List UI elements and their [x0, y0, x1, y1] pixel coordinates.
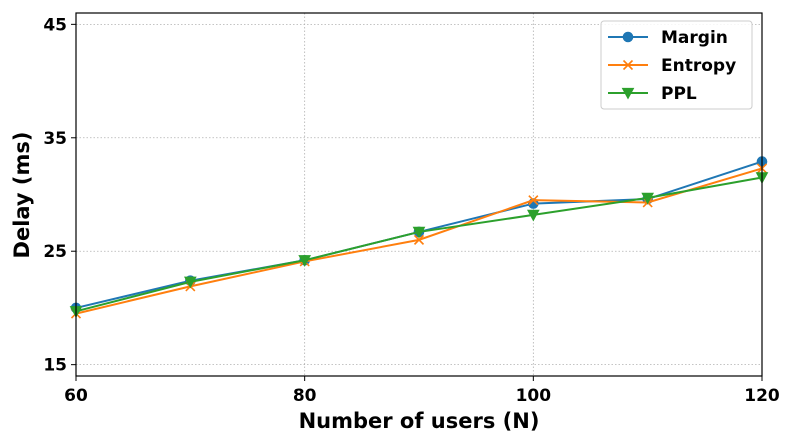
series-line — [75, 167, 763, 315]
data-point — [183, 276, 197, 289]
data-point — [412, 226, 426, 239]
y-axis: 15 25 35 45 — [43, 15, 76, 376]
legend-item: Entropy — [608, 56, 736, 76]
y-tick-label: 25 — [43, 242, 67, 262]
series-group — [69, 156, 769, 319]
legend-marker — [622, 31, 634, 43]
x-tick-label: 120 — [744, 386, 780, 406]
data-point — [526, 209, 540, 222]
data-point — [413, 234, 425, 245]
legend-marker — [622, 59, 634, 71]
legend-item: Margin — [608, 28, 728, 48]
series-ppl — [69, 172, 769, 318]
y-axis-label: Delay (ms) — [10, 132, 34, 259]
legend-marker — [621, 87, 635, 100]
legend-label: Entropy — [661, 56, 736, 76]
series-entropy — [70, 163, 768, 319]
data-point — [528, 195, 539, 206]
plot-frame — [75, 12, 763, 377]
data-point — [641, 192, 655, 205]
x-axis-label: Number of users (N) — [299, 409, 540, 433]
x-tick-label: 60 — [64, 386, 88, 406]
data-point — [298, 255, 312, 267]
y-tick-label: 35 — [43, 129, 67, 149]
y-tick-label: 45 — [43, 15, 67, 35]
legend-label: PPL — [661, 84, 697, 104]
legend-label: Margin — [661, 28, 728, 48]
legend-box — [600, 20, 753, 110]
x-tick-label: 100 — [516, 386, 552, 406]
series-line — [75, 176, 763, 313]
x-axis: 60 80 100 120 — [64, 376, 780, 406]
legend-item: PPL — [608, 84, 697, 104]
y-tick-label: 15 — [43, 356, 67, 376]
legend: Margin Entropy PPL — [600, 20, 753, 110]
x-tick-label: 80 — [293, 386, 317, 406]
